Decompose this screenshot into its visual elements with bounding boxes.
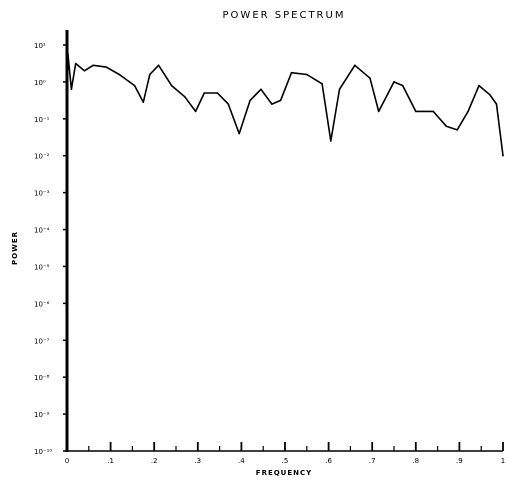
data-point [142, 101, 145, 103]
y-tick-label: 10⁻⁶ [34, 300, 50, 308]
data-point [393, 81, 395, 83]
data-point [203, 92, 206, 94]
x-tick-label: .8 [412, 457, 419, 465]
data-point [157, 64, 160, 67]
data-point [183, 95, 186, 98]
data-point [321, 83, 323, 85]
x-tick-label: .2 [151, 457, 158, 465]
y-tick-label: 10⁻⁴ [34, 227, 50, 235]
data-point [290, 71, 293, 74]
y-tick-label: 10⁻⁹ [34, 411, 50, 419]
data-point [271, 103, 273, 105]
data-point [354, 64, 356, 67]
y-tick-label: 10⁻⁵ [34, 263, 50, 271]
data-point [478, 84, 480, 87]
series-group [66, 44, 504, 157]
data-point [92, 64, 94, 67]
y-tick-label: 10⁻¹⁰ [34, 448, 52, 456]
data-point [105, 66, 107, 68]
data-point [216, 92, 219, 94]
x-tick-label: .4 [238, 457, 245, 465]
x-tick-label: 0 [65, 457, 69, 465]
data-point [306, 73, 308, 76]
y-tick-label: 10¹ [34, 42, 46, 50]
x-axis-label: FREQUENCY [256, 469, 312, 477]
data-point [133, 84, 136, 87]
x-tick-label: .3 [194, 457, 201, 465]
data-point [70, 88, 73, 91]
y-tick-label: 10⁻¹ [34, 116, 50, 124]
x-tick-label: .5 [282, 457, 289, 465]
y-axis-ticks: 10¹ 10⁰ 10⁻¹ 10⁻² 10⁻³ 10⁻⁴ 10⁻⁵ 10⁻⁶ 10⁻⁷ 10⁻⁸ 10… [34, 42, 67, 456]
data-point [456, 129, 459, 131]
x-tick-label: .6 [325, 457, 332, 465]
x-tick-label: .1 [107, 457, 114, 465]
data-point [377, 110, 380, 113]
data-point [330, 140, 332, 142]
chart-title: POWER SPECTRUM [223, 10, 346, 21]
data-point [369, 77, 371, 79]
data-point [66, 44, 68, 46]
data-point [279, 99, 282, 102]
data-point [495, 103, 498, 105]
y-tick-label: 10⁰ [34, 79, 46, 87]
y-tick-label: 10⁻² [34, 153, 50, 161]
x-axis-ticks: 0 .1 .2 .3 .4 .5 .6 .7 .8 .9 1 [65, 442, 505, 465]
data-point [238, 132, 240, 135]
data-point [260, 88, 262, 91]
data-point [227, 103, 230, 105]
y-tick-label: 10⁻⁷ [34, 337, 50, 345]
data-point [445, 125, 448, 127]
y-tick-label: 10⁻⁸ [34, 374, 50, 382]
data-point [415, 110, 417, 113]
data-point [432, 110, 435, 113]
data-point [118, 73, 121, 76]
series-line [66, 44, 504, 156]
x-tick-label: .7 [369, 457, 376, 465]
y-axis-label: POWER [11, 231, 19, 265]
data-point [502, 154, 504, 157]
y-tick-label: 10⁻³ [34, 190, 50, 198]
data-point [338, 88, 341, 91]
x-tick-label: .9 [456, 457, 463, 465]
data-point [467, 110, 469, 113]
data-point [401, 84, 404, 87]
data-point [194, 110, 197, 113]
data-point [249, 99, 251, 102]
data-point [149, 73, 151, 76]
data-point [74, 62, 77, 65]
x-tick-label: 1 [501, 457, 505, 465]
data-point [170, 84, 173, 87]
data-point [489, 94, 491, 96]
data-point [83, 70, 86, 72]
